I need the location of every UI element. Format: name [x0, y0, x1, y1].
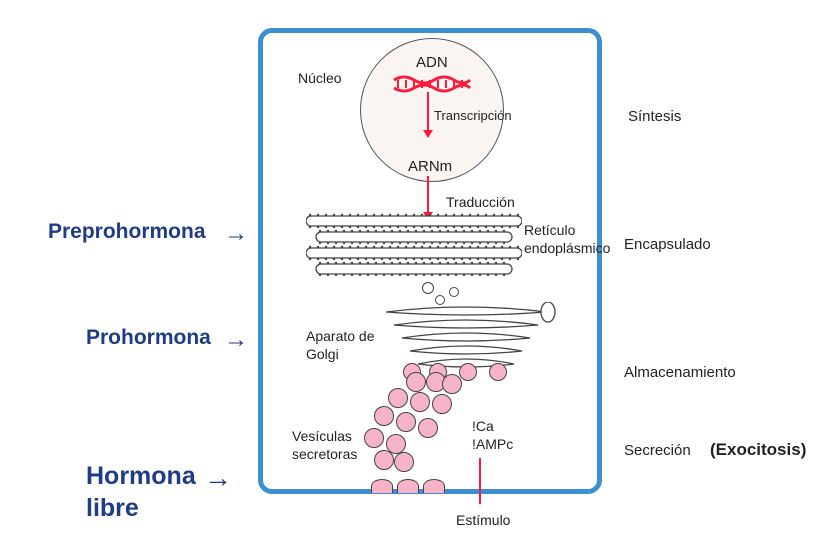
arrow-preprohormona-icon: → — [224, 220, 248, 248]
exocytosis-vesicle-icon — [397, 479, 419, 493]
label-ampc: !AMPc — [472, 436, 513, 452]
label-traduccion: Traducción — [446, 194, 515, 210]
label-estimulo: Estímulo — [456, 512, 510, 528]
label-reticulo2: endoplásmico — [524, 240, 610, 256]
label-almacenamiento: Almacenamiento — [624, 364, 736, 381]
transport-vesicle-icon — [422, 282, 434, 294]
secretory-vesicle-icon — [388, 388, 408, 408]
label-libre: libre — [86, 494, 139, 523]
text-hormona: Hormona — [86, 462, 196, 490]
text-preprohormona: Preprohormona — [48, 220, 206, 243]
label-encapsulado: Encapsulado — [624, 236, 711, 253]
secretory-vesicle-icon — [374, 406, 394, 426]
label-preprohormona: Preprohormona — [48, 220, 206, 244]
secretory-vesicle-icon — [442, 374, 462, 394]
stimulus-arrow-icon — [470, 458, 490, 512]
label-golgi2: Golgi — [306, 346, 339, 362]
dna-icon — [392, 74, 472, 94]
label-adn: ADN — [416, 54, 448, 71]
label-exocitosis: (Exocitosis) — [710, 440, 806, 460]
secretory-vesicle-icon — [396, 412, 416, 432]
golgi-vesicle-icon — [489, 363, 507, 381]
label-prohormona: Prohormona — [86, 326, 211, 350]
secretory-vesicle-icon — [394, 452, 414, 472]
exocytosis-vesicle-icon — [423, 479, 445, 493]
text-libre: libre — [86, 494, 139, 522]
endoplasmic-reticulum-icon — [306, 208, 522, 286]
secretory-vesicle-icon — [432, 394, 452, 414]
label-nucleo: Núcleo — [298, 70, 342, 86]
label-golgi1: Aparato de — [306, 328, 375, 344]
transport-vesicle-icon — [449, 287, 459, 297]
label-ca: !Ca — [472, 418, 494, 434]
label-secrecion: Secreción — [624, 442, 691, 459]
golgi-vesicle-icon — [459, 363, 477, 381]
arrow-hormona-icon: → — [204, 462, 232, 494]
label-arnm: ARNm — [408, 158, 452, 175]
label-vesic2: secretoras — [292, 446, 357, 462]
label-hormona: Hormona — [86, 462, 196, 491]
label-transcripcion: Transcripción — [434, 108, 512, 123]
secretory-vesicle-icon — [418, 418, 438, 438]
text-prohormona: Prohormona — [86, 326, 211, 349]
exocytosis-vesicle-icon — [371, 479, 393, 493]
label-reticulo1: Retículo — [524, 222, 575, 238]
label-sintesis: Síntesis — [628, 108, 681, 125]
secretory-vesicle-icon — [364, 428, 384, 448]
secretory-vesicle-icon — [406, 372, 426, 392]
secretory-vesicle-icon — [410, 392, 430, 412]
secretory-vesicle-icon — [374, 450, 394, 470]
label-vesic1: Vesículas — [292, 428, 352, 444]
arrow-prohormona-icon: → — [224, 326, 248, 354]
